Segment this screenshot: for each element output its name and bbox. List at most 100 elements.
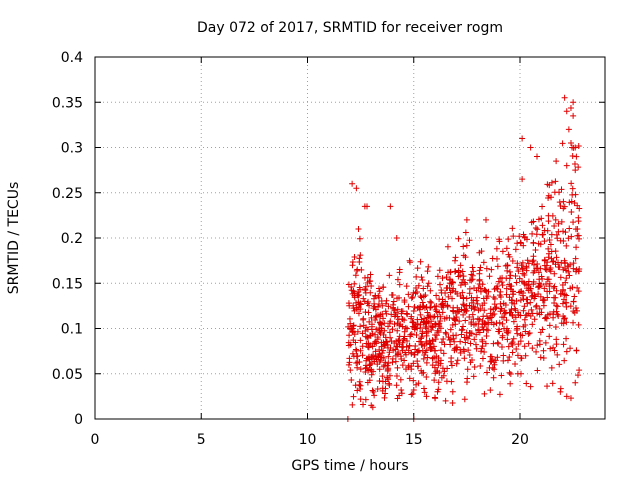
data-point (480, 259, 487, 266)
data-point (396, 333, 403, 340)
data-point (436, 267, 443, 274)
data-point (424, 283, 431, 290)
data-point (472, 304, 479, 311)
data-point (537, 265, 544, 272)
data-point (493, 245, 500, 252)
data-point (460, 294, 467, 301)
data-point (433, 308, 440, 315)
data-point (536, 305, 543, 312)
data-point (399, 339, 406, 346)
x-tick-label: 20 (511, 432, 529, 448)
data-point (527, 299, 534, 306)
data-point (449, 400, 456, 407)
data-point (504, 329, 511, 336)
data-point (548, 194, 555, 201)
data-point (352, 272, 359, 279)
data-point (504, 357, 511, 364)
data-point (431, 364, 438, 371)
data-point (500, 300, 507, 307)
data-point (495, 326, 502, 333)
data-point (420, 385, 427, 392)
data-point (513, 279, 520, 286)
data-point (509, 311, 516, 318)
data-point (364, 203, 370, 210)
data-point (524, 300, 531, 307)
data-point (417, 324, 424, 331)
data-point (503, 291, 510, 298)
data-point (558, 186, 565, 193)
data-point (385, 360, 392, 367)
data-point (413, 273, 420, 280)
data-point (466, 237, 473, 244)
data-point (494, 263, 501, 270)
data-point (460, 311, 467, 318)
data-point (408, 315, 415, 322)
data-point (574, 284, 581, 291)
data-point (530, 281, 537, 288)
data-point (568, 209, 575, 216)
data-point (376, 329, 383, 336)
data-point (412, 321, 419, 328)
data-point (346, 302, 353, 309)
data-point (506, 369, 513, 376)
data-point (473, 331, 480, 338)
data-point (575, 288, 582, 295)
data-point (482, 287, 489, 294)
data-point (420, 355, 427, 362)
data-point (402, 324, 409, 331)
data-point (519, 259, 526, 266)
data-point (575, 218, 582, 225)
data-point (468, 271, 475, 278)
data-point (506, 354, 513, 361)
data-point (478, 248, 485, 255)
data-point (559, 300, 566, 307)
data-point (424, 354, 431, 361)
data-point (470, 321, 477, 328)
data-point (386, 380, 393, 387)
data-point (414, 358, 421, 365)
data-point (530, 269, 537, 276)
data-point (348, 326, 355, 333)
data-point (546, 237, 553, 243)
data-point (354, 328, 361, 335)
data-point (383, 338, 390, 345)
data-point (463, 307, 470, 314)
data-point (387, 203, 394, 210)
data-point (371, 358, 378, 365)
data-point (353, 185, 360, 192)
data-point (515, 309, 522, 316)
data-point (517, 331, 524, 338)
data-point (354, 364, 361, 371)
data-point (569, 191, 576, 198)
data-point (522, 352, 529, 359)
data-point (469, 357, 476, 364)
data-point (399, 323, 406, 330)
data-point (560, 286, 567, 293)
data-point (446, 314, 453, 321)
data-point (492, 305, 499, 312)
data-point (422, 323, 429, 330)
data-point (509, 258, 516, 265)
data-point (568, 139, 574, 146)
data-point (393, 382, 400, 389)
data-point (458, 279, 465, 286)
data-point (480, 313, 487, 320)
data-point (525, 260, 532, 267)
data-point (408, 331, 415, 338)
data-point (529, 345, 536, 352)
data-point (425, 280, 432, 287)
data-point (452, 288, 459, 295)
data-point (481, 321, 488, 328)
data-point (509, 349, 516, 356)
data-point (433, 292, 440, 299)
data-point (369, 343, 376, 350)
data-point (529, 321, 536, 328)
data-point (380, 315, 387, 322)
data-point (563, 393, 570, 400)
data-point (410, 377, 417, 384)
data-point (421, 352, 428, 359)
data-point (433, 332, 440, 339)
data-point (394, 306, 401, 313)
data-point (554, 303, 561, 310)
data-point (353, 267, 360, 274)
